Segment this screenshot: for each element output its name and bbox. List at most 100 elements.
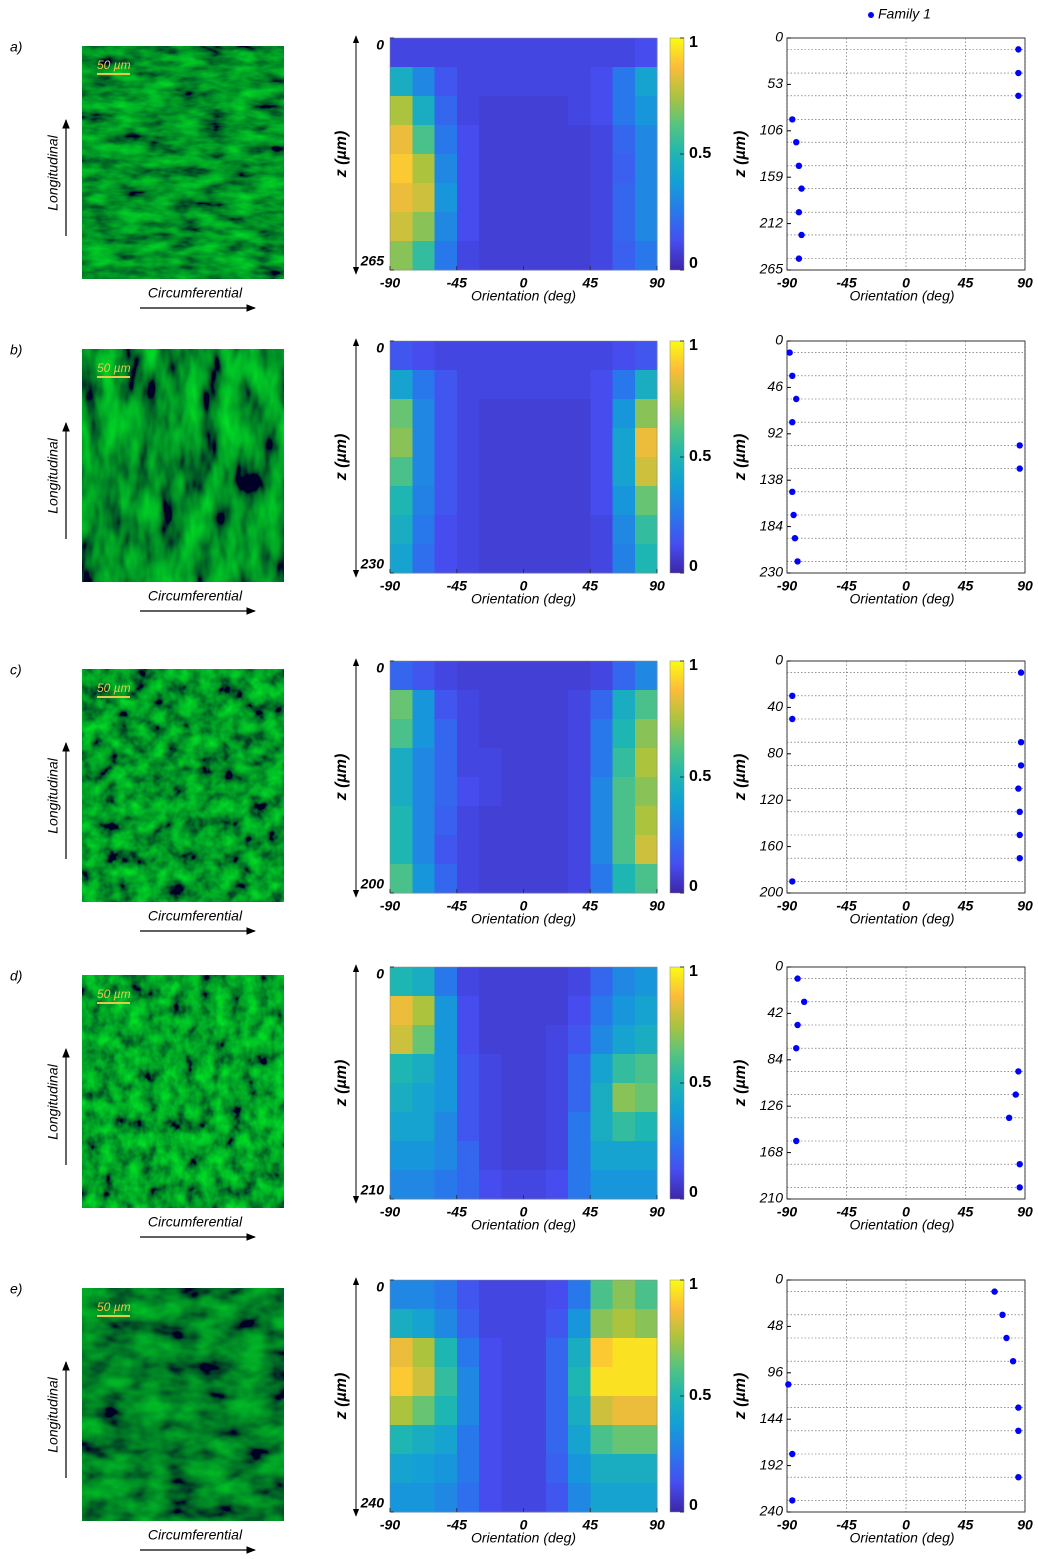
heatmap-cell bbox=[456, 125, 480, 155]
heatmap-cell bbox=[568, 1425, 591, 1455]
y-tick-label: 0 bbox=[376, 340, 384, 356]
heatmap-cell bbox=[612, 38, 636, 68]
heatmap-cell bbox=[612, 777, 636, 807]
heatmap-cell bbox=[390, 967, 413, 997]
heatmap-cell bbox=[634, 835, 658, 865]
heatmap-cell bbox=[479, 1083, 502, 1113]
y-tick-label: 265 bbox=[759, 261, 784, 277]
heatmap-cell bbox=[568, 1454, 591, 1484]
heatmap-cell bbox=[568, 1396, 591, 1426]
heatmap-cell bbox=[501, 38, 525, 68]
heatmap-cell bbox=[634, 864, 658, 894]
heatmap-cell bbox=[456, 1396, 480, 1426]
heatmap-cell bbox=[412, 125, 436, 155]
heatmap-cell bbox=[479, 661, 502, 691]
heatmap-cell bbox=[634, 486, 658, 516]
heatmap-cell bbox=[390, 183, 413, 213]
heatmap-cell bbox=[523, 341, 547, 371]
longitudinal-label: Longitudinal bbox=[45, 437, 61, 513]
heatmap-cell bbox=[479, 38, 502, 68]
y-tick-label: 200 bbox=[759, 884, 784, 900]
heatmap-cell bbox=[590, 806, 614, 836]
heatmap-cell bbox=[523, 38, 547, 68]
data-point bbox=[789, 488, 796, 495]
y-tick-label: 0 bbox=[775, 652, 783, 668]
y-tick-label: 240 bbox=[360, 1495, 385, 1511]
heatmap-cell bbox=[479, 967, 502, 997]
heatmap-cell bbox=[545, 1454, 569, 1484]
heatmap-cell bbox=[434, 341, 458, 371]
heatmap-cell bbox=[590, 1309, 614, 1339]
heatmap-cell bbox=[612, 1280, 636, 1310]
data-point bbox=[999, 1311, 1006, 1319]
data-point bbox=[785, 1381, 792, 1388]
heatmap-cell bbox=[545, 486, 569, 516]
colorbar-tick-label: 0.5 bbox=[689, 145, 711, 162]
heatmap-cell bbox=[545, 212, 569, 242]
heatmap-cell bbox=[412, 457, 436, 487]
heatmap-cell bbox=[501, 241, 525, 271]
heatmap-cell bbox=[634, 777, 658, 807]
heatmap-cell bbox=[501, 96, 525, 126]
data-point bbox=[789, 116, 796, 123]
heatmap-cell bbox=[501, 125, 525, 155]
heatmap-cell bbox=[612, 1338, 636, 1368]
heatmap-cell bbox=[434, 1367, 458, 1397]
heatmap-cell bbox=[390, 1141, 413, 1171]
heatmap-cell bbox=[590, 1425, 614, 1455]
heatmap-cell bbox=[434, 1170, 458, 1200]
y-tick-label: 138 bbox=[760, 471, 784, 487]
heatmap-cell bbox=[501, 1454, 525, 1484]
heatmap-cell bbox=[412, 967, 436, 997]
y-tick-label: 210 bbox=[360, 1182, 385, 1198]
heatmap-cell bbox=[390, 428, 413, 458]
legend-label: Family 1 bbox=[878, 6, 931, 22]
data-point bbox=[1009, 1358, 1017, 1365]
x-tick-label: 90 bbox=[649, 578, 665, 594]
heatmap-cell bbox=[568, 457, 591, 487]
heatmap-cell bbox=[523, 1170, 547, 1200]
heatmap-cell bbox=[456, 1367, 480, 1397]
x-tick-label: 90 bbox=[1017, 275, 1033, 291]
heatmap-cell bbox=[390, 370, 413, 400]
heatmap-cell bbox=[456, 835, 480, 865]
heatmap-cell bbox=[523, 428, 547, 458]
circumferential-label: Circumferential bbox=[148, 285, 243, 301]
x-tick-label: -45 bbox=[836, 275, 856, 291]
heatmap-cell bbox=[434, 96, 458, 126]
y-tick-label: 230 bbox=[759, 564, 784, 580]
heatmap-cell bbox=[523, 183, 547, 213]
heatmap-cell bbox=[545, 1367, 569, 1397]
heatmap-cell bbox=[545, 1054, 569, 1084]
heatmap-cell bbox=[545, 806, 569, 836]
heatmap-cell bbox=[523, 457, 547, 487]
heatmap-cell bbox=[434, 428, 458, 458]
heatmap-cell bbox=[479, 1425, 502, 1455]
heatmap-cell bbox=[545, 341, 569, 371]
heatmap-cell bbox=[390, 1454, 413, 1484]
heatmap-cell bbox=[523, 515, 547, 545]
heatmap-cell bbox=[545, 835, 569, 865]
heatmap-cell bbox=[590, 1054, 614, 1084]
heatmap-cell bbox=[390, 806, 413, 836]
heatmap-cell bbox=[456, 515, 480, 545]
heatmap-cell bbox=[590, 777, 614, 807]
heatmap-cell bbox=[501, 1025, 525, 1055]
heatmap-cell bbox=[634, 748, 658, 778]
heatmap-cell bbox=[412, 777, 436, 807]
heatmap-cell bbox=[523, 154, 547, 184]
heatmap-cell bbox=[412, 835, 436, 865]
heatmap-cell bbox=[545, 1396, 569, 1426]
heatmap-cell bbox=[479, 96, 502, 126]
heatmap-cell bbox=[456, 457, 480, 487]
heatmap-cell bbox=[612, 154, 636, 184]
x-tick-label: -90 bbox=[380, 578, 400, 594]
heatmap-cell bbox=[634, 457, 658, 487]
heatmap-cell bbox=[590, 457, 614, 487]
circumferential-label: Circumferential bbox=[148, 908, 243, 924]
heatmap-cell bbox=[501, 457, 525, 487]
x-tick-label: 90 bbox=[1017, 1517, 1033, 1533]
heatmap-cell bbox=[434, 544, 458, 574]
heatmap-cell bbox=[590, 1396, 614, 1426]
heatmap-cell bbox=[501, 806, 525, 836]
